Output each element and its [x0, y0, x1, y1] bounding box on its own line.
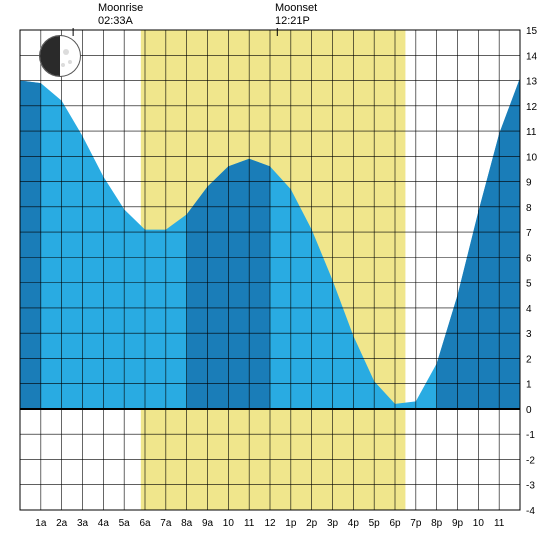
x-tick-label: 2p [306, 518, 318, 529]
y-tick-label: -4 [526, 506, 535, 517]
y-tick-label: 15 [526, 26, 538, 37]
moonrise-title: Moonrise [98, 2, 143, 14]
x-tick-label: 12 [264, 518, 276, 529]
y-tick-label: -2 [526, 455, 535, 466]
chart-svg: -4-3-2-101234567891011121314151a2a3a4a5a… [0, 0, 550, 550]
x-tick-label: 9p [452, 518, 464, 529]
y-tick-label: 11 [526, 127, 537, 138]
moonset-time: 12:21P [275, 15, 310, 27]
tide-chart: Moonrise 02:33A Moonset 12:21P -4 -3 -2 -1 0… [0, 0, 550, 550]
y-tick-label: 13 [526, 77, 538, 88]
x-tick-label: 7a [160, 518, 172, 529]
moonrise-label: Moonrise 02:33A [98, 2, 143, 28]
y-tick-label: -3 [526, 481, 535, 492]
y-tick-label: 1 [526, 380, 532, 391]
x-tick-label: 6a [139, 518, 151, 529]
x-tick-label: 1a [35, 518, 47, 529]
x-tick-label: 11 [494, 518, 505, 529]
y-tick-label: 2 [526, 354, 532, 365]
y-tick-label: 12 [526, 102, 538, 113]
y-tick-label: 5 [526, 279, 532, 290]
x-tick-label: 3a [77, 518, 89, 529]
y-tick-label: 4 [526, 304, 532, 315]
x-tick-label: 5p [369, 518, 381, 529]
x-tick-label: 3p [327, 518, 339, 529]
moon-phase-icon [39, 35, 81, 77]
x-tick-label: 4p [348, 518, 360, 529]
y-tick-label: 14 [526, 51, 538, 62]
x-tick-label: 2a [56, 518, 68, 529]
x-tick-label: 5a [119, 518, 131, 529]
y-tick-label: 0 [526, 405, 532, 416]
x-tick-label: 11 [244, 518, 255, 529]
x-tick-label: 8p [431, 518, 443, 529]
moonset-title: Moonset [275, 2, 317, 14]
y-tick-label: 9 [526, 178, 532, 189]
y-tick-label: 8 [526, 203, 532, 214]
x-tick-label: 9a [202, 518, 214, 529]
x-tick-label: 8a [181, 518, 193, 529]
y-tick-label: 7 [526, 228, 532, 239]
x-tick-label: 1p [285, 518, 297, 529]
x-tick-label: 6p [389, 518, 401, 529]
y-tick-label: 3 [526, 329, 532, 340]
moonset-label: Moonset 12:21P [275, 2, 317, 28]
moonrise-time: 02:33A [98, 15, 133, 27]
y-tick-label: 6 [526, 253, 532, 264]
x-tick-label: 7p [410, 518, 422, 529]
x-tick-label: 10 [473, 518, 485, 529]
x-tick-label: 4a [98, 518, 110, 529]
tide-area-dark-0 [20, 81, 41, 409]
y-tick-label: 10 [526, 152, 538, 163]
y-tick-label: -1 [526, 430, 535, 441]
x-tick-label: 10 [223, 518, 235, 529]
